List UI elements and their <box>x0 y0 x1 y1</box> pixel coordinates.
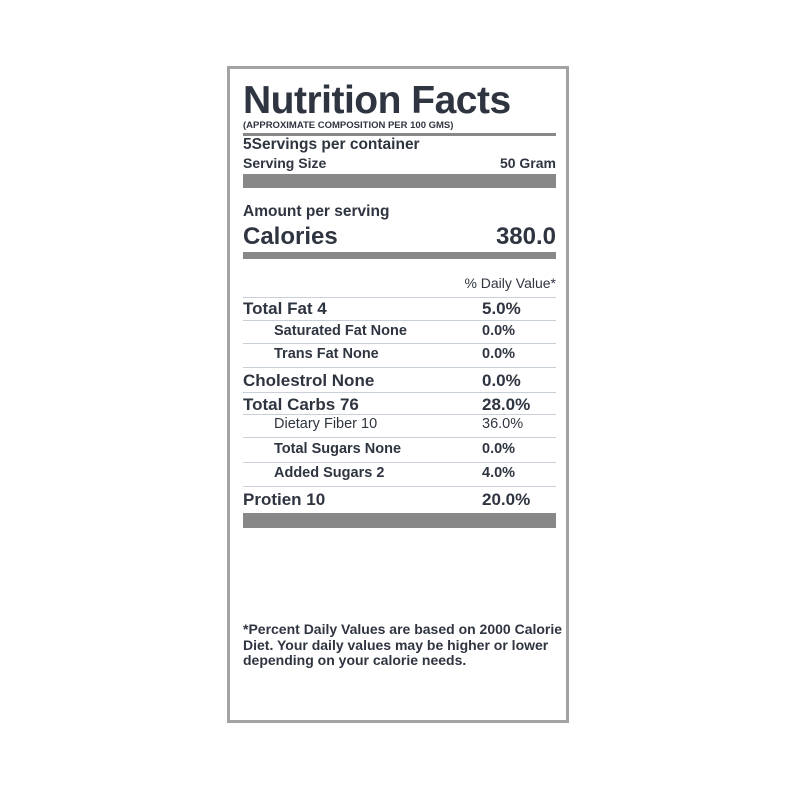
nutrient-total-fat-pct: 5.0% <box>482 299 521 318</box>
nutrition-facts-panel: Nutrition Facts (APPROXIMATE COMPOSITION… <box>227 66 569 723</box>
row-divider <box>243 320 556 321</box>
footnote: *Percent Daily Values are based on 2000 … <box>243 621 563 668</box>
thick-divider <box>243 174 556 188</box>
nutrient-total-carbs-pct: 28.0% <box>482 395 531 414</box>
row-divider <box>243 486 556 487</box>
nutrient-total-sugars-pct: 0.0% <box>482 441 516 457</box>
nutrient-protein: Protien 10 <box>243 490 326 509</box>
calories-label: Calories <box>243 223 338 250</box>
nutrient-cholesterol: Cholestrol None <box>243 371 375 390</box>
divider <box>243 133 556 136</box>
nutrient-dietary-fiber: Dietary Fiber 10 <box>274 416 378 432</box>
nutrient-saturated-fat: Saturated Fat None <box>274 323 407 339</box>
nutrient-added-sugars: Added Sugars 2 <box>274 465 385 481</box>
daily-value-header: % Daily Value* <box>464 275 556 291</box>
row-divider <box>243 437 556 438</box>
row-divider <box>243 343 556 344</box>
label-title: Nutrition Facts <box>243 79 511 122</box>
row-divider <box>243 367 556 368</box>
row-divider <box>243 297 556 298</box>
amount-per-serving: Amount per serving <box>243 203 390 220</box>
nutrient-added-sugars-pct: 4.0% <box>482 465 516 481</box>
thick-divider <box>243 513 556 528</box>
nutrient-total-carbs: Total Carbs 76 <box>243 395 359 414</box>
row-divider <box>243 392 556 393</box>
label-subtitle: (APPROXIMATE COMPOSITION PER 100 GMS) <box>243 120 454 131</box>
servings-per-container: 5Servings per container <box>243 136 420 153</box>
nutrient-total-sugars: Total Sugars None <box>274 441 402 457</box>
nutrient-dietary-fiber-pct: 36.0% <box>482 416 524 432</box>
nutrient-trans-fat-pct: 0.0% <box>482 346 516 362</box>
serving-size-value: 50 Gram <box>499 155 556 171</box>
nutrient-trans-fat: Trans Fat None <box>274 346 379 362</box>
nutrient-saturated-fat-pct: 0.0% <box>482 323 516 339</box>
row-divider <box>243 462 556 463</box>
nutrient-total-fat: Total Fat 4 <box>243 299 327 318</box>
row-divider <box>243 414 556 415</box>
nutrient-cholesterol-pct: 0.0% <box>482 371 521 390</box>
serving-size-label: Serving Size <box>243 155 327 171</box>
nutrient-protein-pct: 20.0% <box>482 490 531 509</box>
calories-value: 380.0 <box>495 223 556 250</box>
medium-divider <box>243 252 556 259</box>
